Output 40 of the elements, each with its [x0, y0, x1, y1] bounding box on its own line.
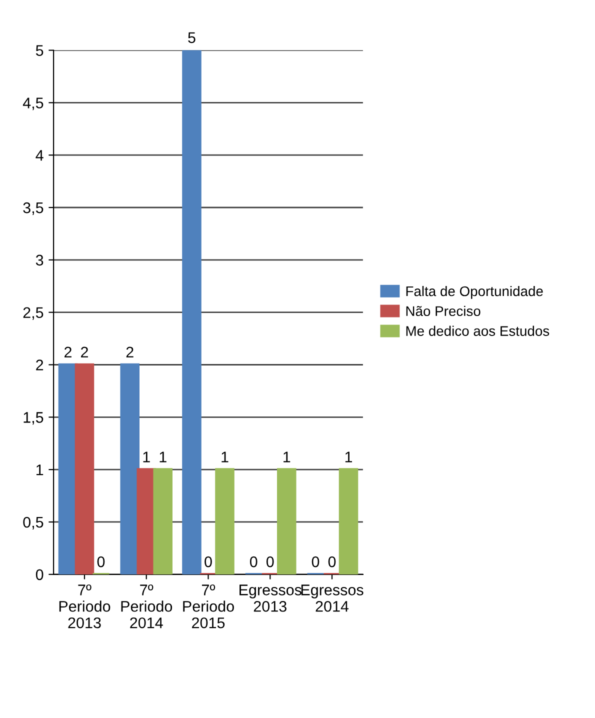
y-tick-label: 2,5: [23, 307, 44, 320]
data-label: 0: [97, 556, 105, 568]
y-tick-label: 1,5: [24, 412, 44, 425]
data-label: 1: [160, 452, 166, 462]
bar: [338, 468, 358, 574]
x-tick-label: Egressos 2014: [301, 584, 364, 612]
y-tick-label: 5: [36, 45, 44, 56]
data-label: 0: [266, 556, 274, 568]
y-tick-label: 3,5: [23, 202, 44, 215]
bar: [74, 363, 94, 574]
y-tick-label: 0,5: [23, 516, 44, 530]
x-tick-label: 7º Periodo 2013: [59, 584, 110, 628]
data-label: 0: [328, 556, 336, 568]
data-label: 2: [81, 346, 88, 358]
bar: [215, 468, 234, 574]
x-tick-label: 7º Periodo 2014: [121, 584, 172, 628]
bar: [120, 363, 140, 574]
data-label: 0: [204, 556, 212, 568]
data-label: 2: [64, 346, 72, 358]
y-tick-label: 2: [36, 360, 44, 370]
x-tick-label: Egressos 2013: [240, 584, 302, 612]
bar: [153, 468, 173, 574]
data-label: 1: [222, 452, 228, 462]
data-label: 1: [345, 452, 352, 462]
data-label: 1: [143, 452, 150, 462]
legend-label: Me dedico aos Estudos: [406, 326, 550, 336]
x-tick-label: 7º Periodo 2015: [183, 584, 234, 628]
y-tick-label: 0: [36, 569, 44, 580]
data-label: 1: [284, 452, 290, 462]
legend-label: Não Preciso: [406, 306, 480, 316]
legend-label: Falta de Oportunidade: [406, 286, 543, 299]
data-label: 0: [250, 556, 258, 568]
y-tick-label: 4,5: [22, 98, 44, 110]
bar: [276, 468, 296, 574]
data-label: 2: [126, 346, 134, 358]
y-tick-label: 1: [36, 464, 44, 476]
y-tick-label: 3: [36, 254, 44, 266]
data-label: 0: [312, 556, 320, 568]
y-tick-label: 4: [36, 150, 44, 161]
data-label: 5: [188, 32, 196, 44]
